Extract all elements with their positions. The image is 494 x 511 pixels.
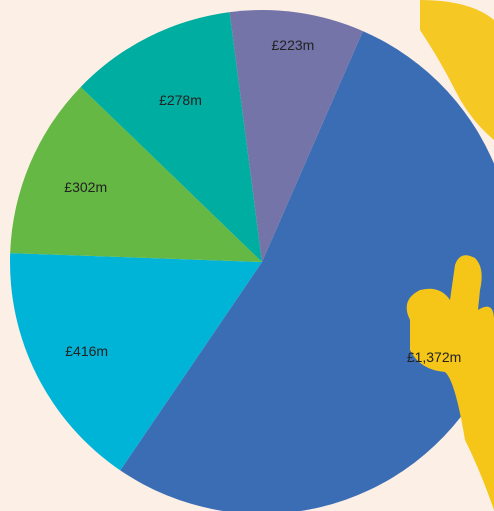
pie-slice <box>10 86 263 262</box>
pie-labels: £1,372m £416m £302m £278m £223m <box>64 37 461 365</box>
slice-value-label: £416m <box>65 343 108 359</box>
pie-slice <box>9 253 262 471</box>
pie-slices <box>9 9 494 511</box>
pie-slice <box>229 9 363 262</box>
slice-value-label: £302m <box>64 179 107 195</box>
slice-value-label: £223m <box>272 37 315 53</box>
thumbs-up-mascot-icon <box>406 0 494 510</box>
pie-slice <box>120 31 494 511</box>
slice-value-label: £278m <box>159 92 202 108</box>
slice-value-label: £1,372m <box>407 349 461 365</box>
pie-slice <box>80 12 262 263</box>
